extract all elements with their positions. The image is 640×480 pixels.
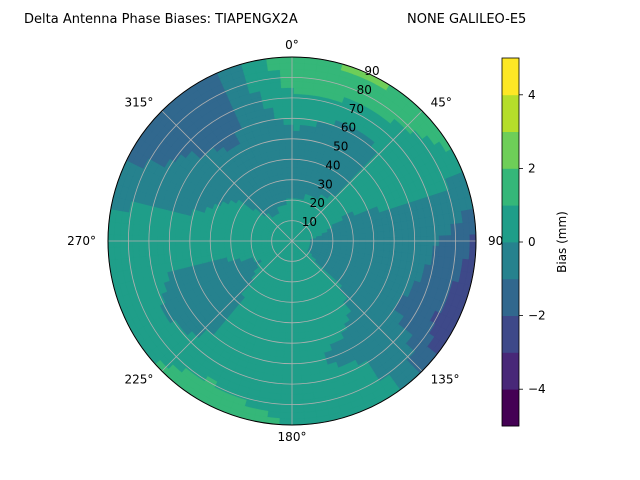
colorbar-tick-label: 2: [528, 161, 536, 175]
colorbar-segment: [502, 131, 519, 169]
colorbar-segment: [502, 168, 519, 206]
r-tick-label: 60: [341, 121, 356, 135]
colorbar-segment: [502, 315, 519, 353]
colorbar: −4 −2 0 2 4: [501, 57, 546, 427]
theta-tick-label: 315°: [124, 95, 153, 109]
colorbar-segment: [502, 58, 519, 96]
chart-title-right: NONE GALILEO-E5: [407, 12, 526, 27]
polar-grid: [107, 56, 477, 426]
colorbar-tick-label: 0: [528, 235, 536, 249]
colorbar-segment: [502, 389, 519, 427]
colorbar-segment: [502, 94, 519, 132]
theta-tick-label: 0°: [285, 38, 299, 52]
colorbar-segment: [502, 278, 519, 316]
colorbar-label: Bias (mm): [555, 211, 569, 273]
r-tick-label: 90: [364, 64, 379, 78]
r-tick-label: 40: [325, 158, 340, 172]
theta-tick-label: 225°: [124, 373, 153, 387]
chart-title-left: Delta Antenna Phase Biases: TIAPENGX2A: [24, 12, 298, 27]
r-tick-label: 30: [318, 177, 333, 191]
r-tick-label: 20: [310, 196, 325, 210]
colorbar-segment: [502, 352, 519, 390]
colorbar-segment: [502, 205, 519, 243]
r-tick-label: 10: [302, 215, 317, 229]
colorbar-segment: [502, 242, 519, 280]
colorbar-tick-label: 4: [528, 88, 536, 102]
theta-tick-label: 270°: [67, 234, 96, 248]
r-tick-label: 80: [357, 83, 372, 97]
colorbar-tick-label: −4: [528, 382, 546, 396]
r-tick-label: 50: [333, 140, 348, 154]
r-tick-label: 70: [349, 102, 364, 116]
theta-tick-label: 135°: [431, 373, 460, 387]
theta-tick-label: 180°: [278, 430, 307, 444]
theta-tick-label: 45°: [431, 95, 452, 109]
colorbar-tick-label: −2: [528, 309, 546, 323]
